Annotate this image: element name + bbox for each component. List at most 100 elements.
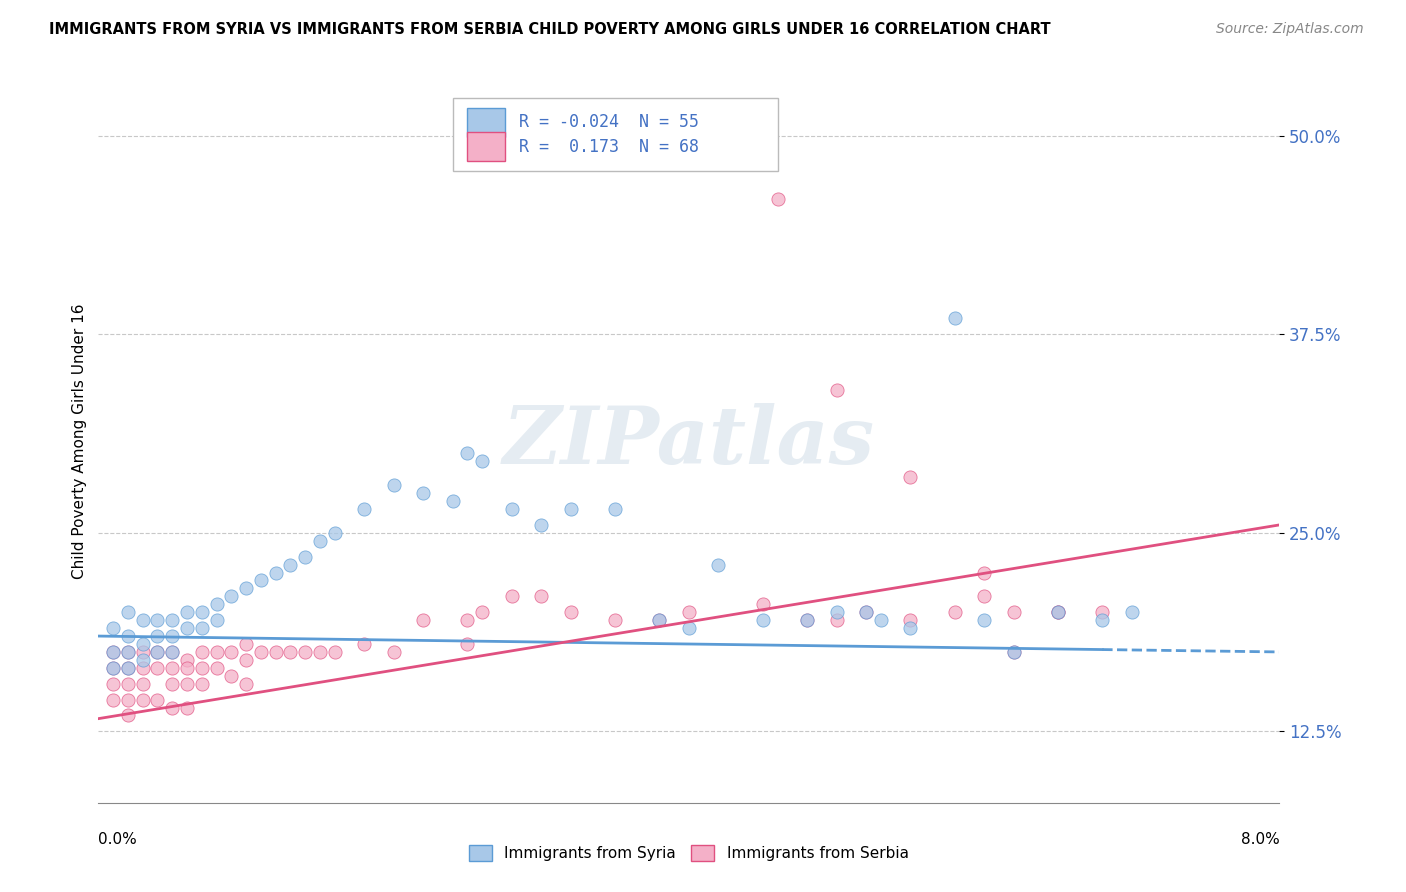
Point — [132, 645, 155, 659]
Point — [530, 517, 553, 532]
Point — [605, 502, 627, 516]
Point — [973, 590, 995, 604]
Point — [132, 661, 155, 675]
Point — [205, 645, 228, 659]
Text: IMMIGRANTS FROM SYRIA VS IMMIGRANTS FROM SERBIA CHILD POVERTY AMONG GIRLS UNDER : IMMIGRANTS FROM SYRIA VS IMMIGRANTS FROM… — [49, 22, 1050, 37]
Point — [323, 645, 346, 659]
Point — [678, 621, 700, 635]
Point — [117, 645, 139, 659]
Point — [855, 605, 877, 619]
Point — [648, 613, 671, 627]
Point — [221, 590, 243, 604]
Point — [176, 661, 198, 675]
Point — [235, 637, 257, 651]
Point — [457, 446, 479, 460]
Point — [678, 605, 700, 619]
Text: R = -0.024  N = 55: R = -0.024 N = 55 — [519, 113, 699, 131]
Point — [103, 692, 125, 706]
Point — [1046, 605, 1070, 619]
Point — [132, 676, 155, 690]
Point — [1002, 645, 1025, 659]
Point — [900, 613, 922, 627]
Point — [162, 661, 183, 675]
Point — [117, 629, 139, 643]
Point — [117, 645, 139, 659]
Text: ZIPatlas: ZIPatlas — [503, 403, 875, 480]
Point — [501, 502, 523, 516]
Point — [162, 629, 183, 643]
Point — [280, 645, 302, 659]
Point — [250, 574, 273, 588]
Point — [162, 613, 183, 627]
Point — [117, 661, 139, 675]
Point — [412, 613, 434, 627]
Point — [103, 621, 125, 635]
Point — [162, 676, 183, 690]
Point — [103, 661, 125, 675]
Point — [1121, 605, 1143, 619]
Point — [176, 653, 198, 667]
Point — [943, 311, 966, 326]
Y-axis label: Child Poverty Among Girls Under 16: Child Poverty Among Girls Under 16 — [72, 304, 87, 579]
Point — [309, 645, 332, 659]
Point — [766, 193, 789, 207]
Point — [382, 478, 405, 492]
Point — [176, 621, 198, 635]
Point — [221, 669, 243, 683]
Point — [294, 549, 316, 564]
Point — [973, 613, 995, 627]
Point — [132, 637, 155, 651]
Point — [309, 533, 332, 548]
Point — [191, 645, 214, 659]
Point — [117, 708, 139, 723]
Point — [1002, 645, 1025, 659]
Point — [825, 613, 848, 627]
Point — [146, 613, 169, 627]
Point — [117, 661, 139, 675]
Point — [471, 454, 494, 468]
Point — [973, 566, 995, 580]
Point — [221, 645, 243, 659]
Point — [146, 629, 169, 643]
Point — [103, 661, 125, 675]
Bar — [467, 108, 505, 136]
Point — [205, 613, 228, 627]
Point — [648, 613, 671, 627]
Point — [825, 605, 848, 619]
Point — [235, 676, 257, 690]
Point — [176, 700, 198, 714]
Point — [205, 597, 228, 611]
Point — [191, 621, 214, 635]
Point — [176, 605, 198, 619]
Point — [560, 605, 582, 619]
Point — [707, 558, 730, 572]
Point — [103, 645, 125, 659]
Point — [132, 692, 155, 706]
Point — [412, 486, 434, 500]
Point — [176, 676, 198, 690]
Point — [146, 661, 169, 675]
Point — [162, 700, 183, 714]
Point — [146, 645, 169, 659]
Point — [825, 383, 848, 397]
Point — [501, 590, 523, 604]
Text: 0.0%: 0.0% — [98, 831, 138, 847]
Point — [382, 645, 405, 659]
Point — [1091, 613, 1114, 627]
Point — [323, 525, 346, 540]
Point — [441, 494, 464, 508]
Point — [191, 605, 214, 619]
Bar — [467, 132, 505, 161]
Point — [900, 621, 922, 635]
Bar — [453, 98, 778, 170]
Point — [752, 597, 775, 611]
Text: 8.0%: 8.0% — [1240, 831, 1279, 847]
Legend: Immigrants from Syria, Immigrants from Serbia: Immigrants from Syria, Immigrants from S… — [463, 839, 915, 867]
Point — [796, 613, 818, 627]
Point — [943, 605, 966, 619]
Point — [103, 676, 125, 690]
Point — [560, 502, 582, 516]
Point — [1091, 605, 1114, 619]
Point — [1002, 605, 1025, 619]
Point — [162, 645, 183, 659]
